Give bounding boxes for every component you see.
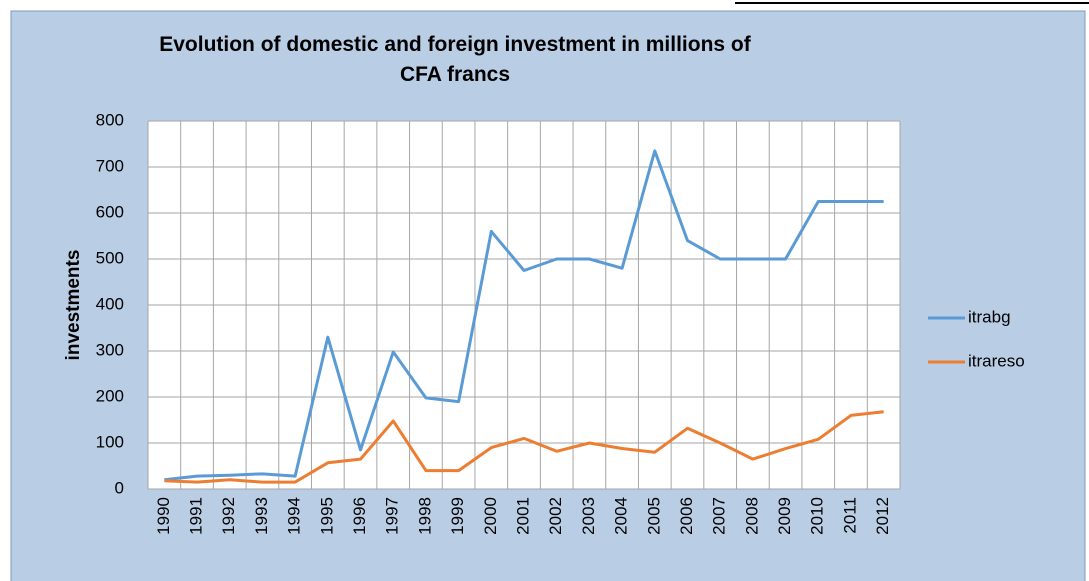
x-tick-label: 1993 xyxy=(252,497,271,535)
y-tick-label: 700 xyxy=(96,156,124,175)
x-tick-label: 2004 xyxy=(612,497,631,535)
y-axis-title: investments xyxy=(63,250,84,361)
legend-label: itrabg xyxy=(968,307,1011,326)
chart-title: Evolution of domestic and foreign invest… xyxy=(159,33,751,86)
y-tick-label: 100 xyxy=(96,432,124,451)
x-tick-label: 1990 xyxy=(154,497,173,535)
x-tick-label: 2002 xyxy=(546,497,565,535)
x-tick-label: 1991 xyxy=(187,497,206,535)
x-tick-label: 2003 xyxy=(579,497,598,535)
y-tick-label: 500 xyxy=(96,248,124,267)
y-tick-label: 800 xyxy=(96,110,124,129)
x-tick-label: 2005 xyxy=(644,497,663,535)
x-tick-label: 2011 xyxy=(840,497,859,534)
x-tick-label: 1996 xyxy=(350,497,369,535)
x-tick-label: 2008 xyxy=(742,497,761,535)
x-tick-label: 2012 xyxy=(873,497,892,535)
x-tick-label: 2010 xyxy=(808,497,827,535)
y-tick-label: 300 xyxy=(96,340,124,359)
x-tick-label: 1995 xyxy=(317,497,336,535)
x-tick-label: 1992 xyxy=(219,497,238,535)
y-tick-label: 0 xyxy=(115,478,124,497)
legend-label: itrareso xyxy=(968,351,1025,370)
x-tick-label: 1999 xyxy=(448,497,467,535)
y-tick-label: 400 xyxy=(96,294,124,313)
x-tick-label: 2007 xyxy=(710,497,729,535)
x-tick-label: 2000 xyxy=(481,497,500,535)
x-tick-label: 2001 xyxy=(513,497,532,535)
y-tick-label: 200 xyxy=(96,386,124,405)
y-tick-label: 600 xyxy=(96,202,124,221)
x-tick-label: 1994 xyxy=(285,497,304,535)
x-tick-label: 1997 xyxy=(383,497,402,535)
x-tick-label: 2006 xyxy=(677,497,696,535)
series-line xyxy=(164,410,884,484)
x-tick-label: 2009 xyxy=(775,497,794,535)
series-line xyxy=(164,149,884,482)
x-tick-label: 1998 xyxy=(415,497,434,535)
